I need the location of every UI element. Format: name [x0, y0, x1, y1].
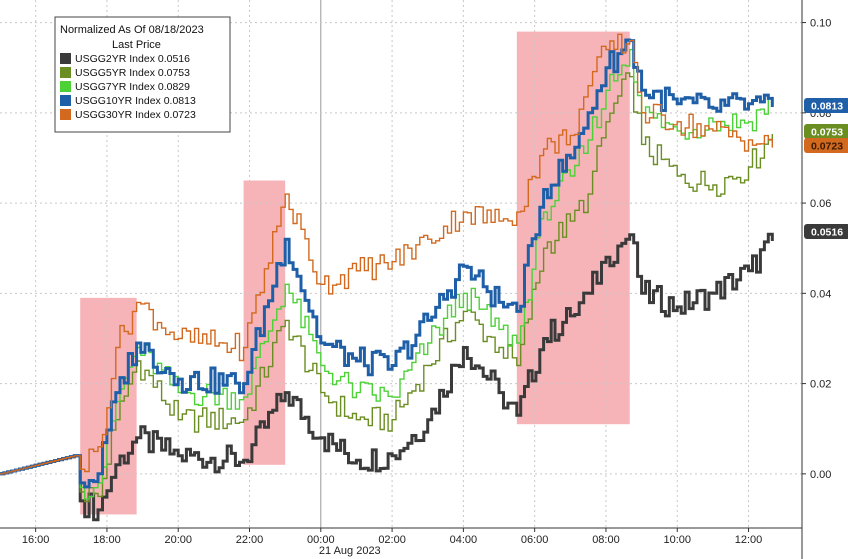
value-tag: 0.0516 — [804, 224, 848, 239]
value-tag: 0.0813 — [804, 98, 848, 113]
legend-swatch — [60, 67, 71, 78]
highlight-range-1 — [80, 297, 137, 515]
legend-swatch — [60, 109, 71, 120]
value-tag-text: 0.0723 — [811, 141, 843, 153]
x-tick-label: 16:00 — [22, 534, 50, 546]
y-tick-label: 0.10 — [810, 18, 831, 30]
legend-entry: USGG30YR Index 0.0723 — [75, 109, 196, 121]
x-tick-label: 02:00 — [378, 534, 406, 546]
x-tick-label: 04:00 — [450, 534, 478, 546]
x-tick-label: 22:00 — [236, 534, 264, 546]
legend-items: USGG2YR Index 0.0516 USGG5YR Index 0.0753… — [60, 53, 196, 121]
series-lines — [0, 33, 774, 522]
value-tag-bg — [804, 138, 848, 153]
series-line-usgg2yr-index — [0, 232, 774, 522]
y-tick-label: 0.04 — [810, 288, 831, 300]
value-tag-text: 0.0813 — [811, 101, 843, 113]
value-tag-text: 0.0516 — [811, 227, 843, 239]
x-tick-label: 10:00 — [663, 534, 691, 546]
legend-swatch — [60, 53, 71, 64]
value-tags: 0.0813 0.0753 0.0723 0.0516 — [804, 98, 848, 239]
y-tick-label: 0.06 — [810, 198, 831, 210]
series-line-usgg30yr-index — [0, 33, 773, 475]
legend-swatch — [60, 95, 71, 106]
x-tick-label: 12:00 — [735, 534, 763, 546]
highlight-range-3 — [516, 31, 630, 425]
legend-entry: USGG7YR Index 0.0829 — [75, 81, 190, 93]
x-tick-label: 18:00 — [93, 534, 121, 546]
x-tick-label: 06:00 — [521, 534, 549, 546]
value-tag: 0.0753 — [804, 124, 848, 139]
legend-subtitle: Last Price — [112, 39, 161, 51]
legend-box — [54, 16, 231, 133]
legend: Normalized As Of 08/18/2023 Last Price U… — [54, 16, 231, 133]
y-tick-label: 0.00 — [810, 469, 831, 481]
y-tick-label: 0.02 — [810, 379, 831, 391]
x-tick-label: 20:00 — [164, 534, 192, 546]
x-tick-label: 08:00 — [592, 534, 620, 546]
x-tick-label: 00:00 — [307, 534, 335, 546]
value-tag-bg — [804, 224, 848, 239]
value-tag-bg — [804, 98, 848, 113]
legend-entry: USGG2YR Index 0.0516 — [75, 53, 190, 65]
legend-entry: USGG5YR Index 0.0753 — [75, 67, 190, 79]
grid-lines — [0, 0, 802, 528]
value-tag: 0.0723 — [804, 138, 848, 153]
series-line-usgg10yr-index — [0, 38, 774, 489]
series-line-usgg5yr-index — [0, 72, 773, 503]
value-tag-text: 0.0753 — [811, 127, 843, 139]
x-date-label: 21 Aug 2023 — [319, 545, 381, 557]
legend-swatch — [60, 81, 71, 92]
legend-entry: USGG10YR Index 0.0813 — [75, 95, 196, 107]
legend-title: Normalized As Of 08/18/2023 — [60, 24, 204, 36]
value-tag-bg — [804, 124, 848, 139]
